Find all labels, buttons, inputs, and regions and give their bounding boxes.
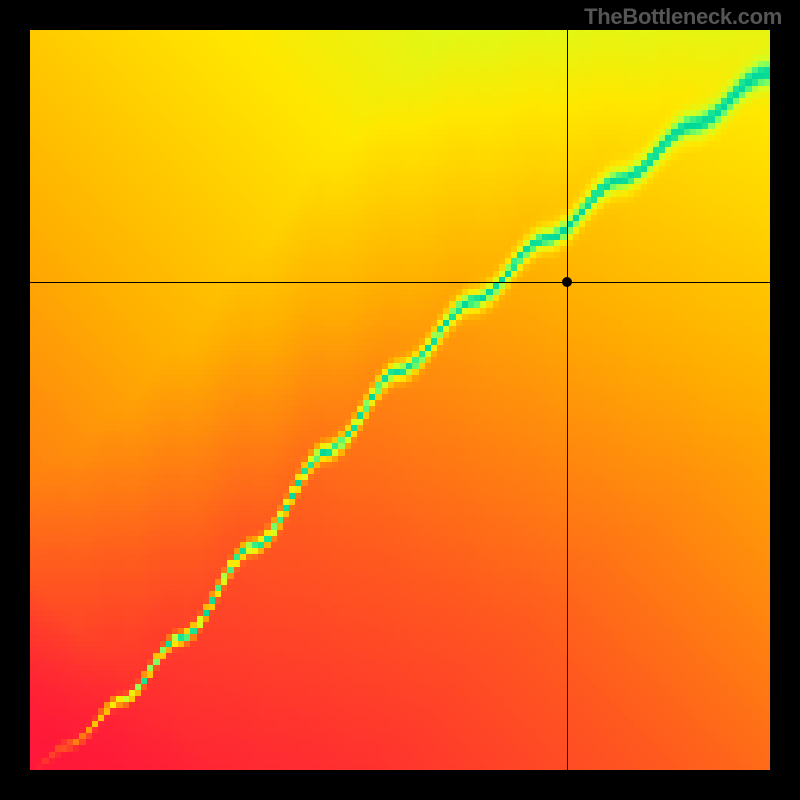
crosshair-vertical [567, 30, 568, 770]
bottleneck-heatmap [30, 30, 770, 770]
plot-area [30, 30, 770, 770]
crosshair-horizontal [30, 282, 770, 283]
watermark-text: TheBottleneck.com [584, 4, 782, 30]
crosshair-marker [562, 277, 572, 287]
